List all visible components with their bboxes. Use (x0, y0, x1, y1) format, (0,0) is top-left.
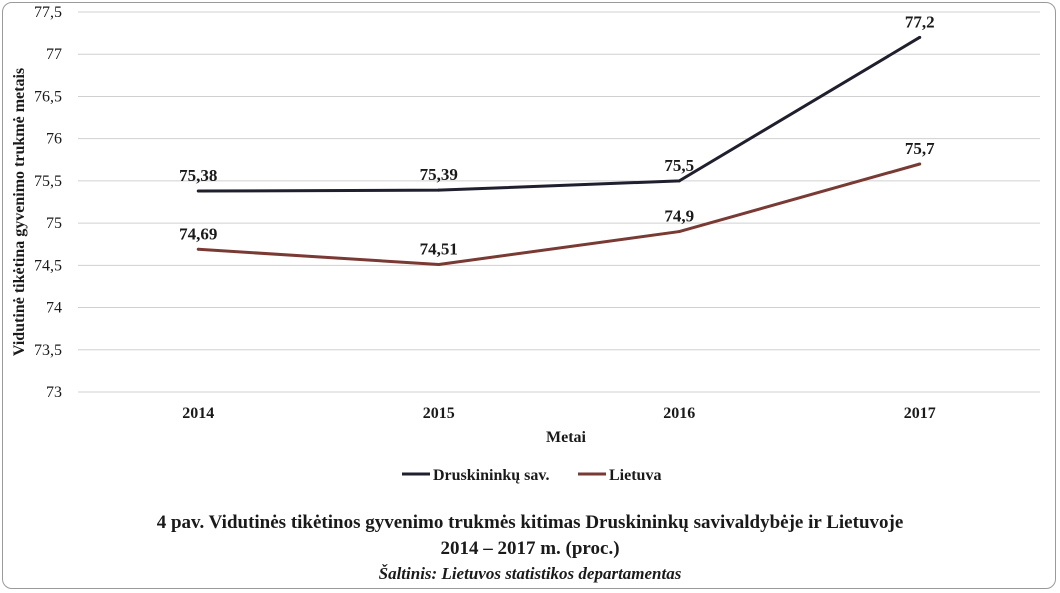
data-point (677, 230, 681, 234)
series-line-1 (198, 162, 921, 266)
y-axis-label: Vidutinė tikėtina gyvenimo trukmė metais (11, 68, 28, 356)
data-label: 74,51 (420, 239, 458, 258)
x-tick-label: 2014 (182, 405, 214, 422)
data-point (918, 162, 922, 166)
legend: Druskininkų sav. Lietuva (402, 467, 661, 484)
data-label: 77,2 (905, 12, 935, 31)
y-tick-label: 75,5 (34, 173, 62, 190)
series-lines (196, 35, 922, 266)
x-tick-label: 2015 (423, 405, 455, 422)
y-tick-label: 75 (46, 215, 62, 232)
y-tick-label: 73,5 (34, 342, 62, 359)
figure-source: Šaltinis: Lietuvos statistikos departame… (378, 564, 682, 583)
x-axis-label: Metai (546, 429, 587, 446)
y-tick-label: 76,5 (34, 88, 62, 105)
x-tick-label: 2016 (663, 405, 695, 422)
legend-label-druskininkai: Druskininkų sav. (433, 467, 550, 484)
x-tick-label: 2017 (904, 405, 936, 422)
y-tick-label: 73 (46, 384, 62, 401)
data-point (196, 247, 200, 251)
legend-label-lietuva: Lietuva (609, 467, 661, 484)
grid-lines (78, 11, 1040, 393)
data-point (437, 188, 441, 192)
y-tick-label: 74 (46, 300, 62, 317)
y-tick-label: 77 (46, 46, 62, 63)
data-point (677, 179, 681, 183)
y-axis-ticks: 73 73,5 74 74,5 75 75,5 76 76,5 77 77,5 (34, 4, 62, 401)
data-label: 74,9 (664, 207, 694, 226)
data-label: 75,7 (905, 139, 935, 158)
y-tick-label: 76 (46, 131, 62, 148)
data-label: 75,39 (420, 165, 458, 184)
data-point (437, 262, 441, 266)
x-axis-ticks: 2014 2015 2016 2017 (182, 405, 936, 422)
y-tick-label: 74,5 (34, 257, 62, 274)
data-label: 74,69 (179, 224, 217, 243)
data-point (196, 189, 200, 193)
data-label: 75,5 (664, 156, 694, 175)
figure-caption: 4 pav. Vidutinės tikėtinos gyvenimo truk… (156, 512, 904, 533)
series-line-0 (198, 36, 921, 193)
y-tick-label: 77,5 (34, 4, 62, 21)
data-labels: 75,38 75,39 75,5 77,2 74,69 74,51 74,9 75,7 (179, 12, 935, 258)
data-point (918, 35, 922, 39)
figure-caption-period: 2014 – 2017 m. (proc.) (440, 538, 620, 559)
data-label: 75,38 (179, 166, 217, 185)
